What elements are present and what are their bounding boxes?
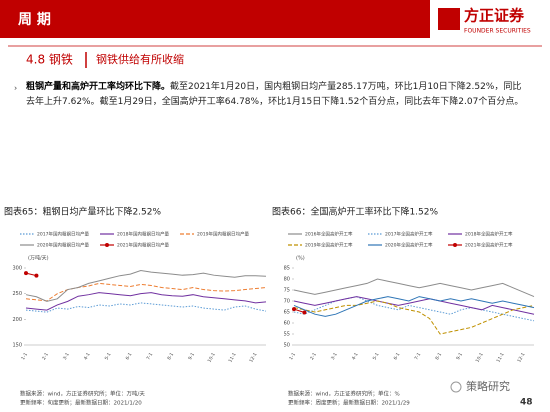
x-tick-label: 5-1 [372,352,381,361]
y-tick-label: 70 [284,299,290,305]
logo-cn: 方正证券 [464,7,525,25]
legend-label: 2017年国内粗钢日均产量 [37,231,89,238]
x-tick-label: 9-1 [187,352,196,361]
y-tick-label: 300 [12,266,22,272]
legend-label: 2020年全国高炉开工率 [385,242,433,249]
source-note: 数据来源：wind，方正证券研究所；单位：% [288,390,400,398]
series-line [293,296,535,317]
series-line [25,292,267,311]
x-tick-label: 3-1 [62,352,71,361]
header-bar [0,0,430,38]
legend-label: 2018年国内粗钢日均产量 [117,231,169,238]
x-tick-label: 9-1 [455,352,464,361]
y-axis-label: (%) [296,256,305,262]
legend-label: 2017年全国高炉开工率 [385,231,433,238]
series-marker [292,307,296,312]
series-line [25,302,267,313]
y-tick-label: 75 [284,288,290,294]
x-tick-label: 1-1 [288,352,297,361]
x-tick-label: 5-1 [104,352,113,361]
series-marker [34,273,39,278]
x-tick-label: 6-1 [125,352,134,361]
x-tick-label: 6-1 [393,352,402,361]
x-tick-label: 2-1 [309,352,318,361]
legend-marker [453,243,457,247]
y-tick-label: 65 [284,310,290,316]
y-tick-label: 200 [12,317,22,323]
y-tick-label: 85 [284,266,290,272]
x-tick-label: 10-1 [475,352,485,364]
legend-label: 2021年国内粗钢日均产量 [117,242,169,249]
logo-en: FOUNDER SECURITIES [464,28,531,35]
section-title: 周 期 [18,12,51,28]
watermark: 策略研究 [466,379,510,393]
x-tick-label: 4-1 [351,352,360,361]
legend-label: 2018年全国高炉开工率 [465,231,513,238]
y-tick-label: 80 [284,277,290,283]
x-tick-label: 1-1 [20,352,29,361]
series-line [293,296,535,315]
source-note: 数据来源：wind，方正证券研究所；单位：万吨/天 [20,390,145,398]
x-tick-label: 11-1 [495,352,505,364]
legend-label: 2020年国内粗钢日均产量 [37,242,89,249]
x-tick-label: 12-1 [248,352,258,364]
update-note: 更新频率：周度更新；最新数据日期：2021/1/29 [288,399,410,407]
section-topic: 钢铁供给有所收缩 [96,52,184,66]
legend-label: 2016年全国高炉开工率 [305,231,353,238]
series-marker [302,310,307,315]
series-line [25,270,267,302]
y-axis-label: (万吨/天) [28,255,49,262]
y-tick-label: 150 [12,343,22,349]
bullet-text: 截至2021年1月20日，国内粗钢日均产量285.17万吨，环比1月10日下降2… [26,82,524,107]
watermark-icon [450,381,462,393]
x-tick-label: 8-1 [166,352,175,361]
series-marker [24,271,28,276]
y-tick-label: 60 [284,321,290,327]
bullet-paragraph: 粗钢产量和高炉开工率均环比下降。截至2021年1月20日，国内粗钢日均产量285… [26,80,526,110]
bullet-icon: › [14,84,17,93]
y-tick-label: 250 [12,291,22,297]
series-line [293,278,535,298]
series-line [25,282,267,302]
x-tick-label: 8-1 [434,352,443,361]
chart-title: 图表65：粗钢日均产量环比下降2.52% [4,206,161,218]
series-line [293,300,535,335]
legend-label: 2021年全国高炉开工率 [465,242,513,249]
x-tick-label: 7-1 [413,352,422,361]
legend-label: 2019年国内粗钢日均产量 [197,231,249,238]
x-tick-label: 3-1 [330,352,339,361]
x-tick-label: 12-1 [516,352,526,364]
chart-title: 图表66：全国高炉开工率环比下降1.52% [272,206,438,218]
section-number: 4.8 钢铁 [26,53,73,67]
y-tick-label: 50 [284,343,290,349]
x-tick-label: 11-1 [227,352,237,364]
update-note: 更新频率：旬度更新；最新数据日期：2021/1/20 [20,399,142,407]
page-number: 48 [520,398,533,408]
x-tick-label: 4-1 [83,352,92,361]
x-tick-label: 7-1 [145,352,154,361]
y-tick-label: 55 [284,332,290,338]
x-tick-label: 10-1 [207,352,217,364]
legend-marker [105,243,109,247]
x-tick-label: 2-1 [41,352,50,361]
bullet-bold: 粗钢产量和高炉开工率均环比下降。 [26,82,171,92]
legend-label: 2019年全国高炉开工率 [305,242,353,249]
logo-icon [438,8,460,30]
